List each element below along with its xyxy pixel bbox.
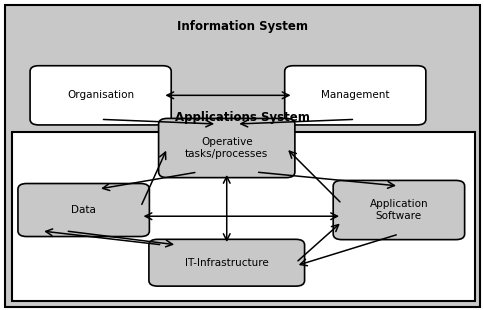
Text: IT-Infrastructure: IT-Infrastructure xyxy=(184,258,268,268)
FancyBboxPatch shape xyxy=(30,66,171,125)
Text: Applications System: Applications System xyxy=(175,111,309,124)
Text: Information System: Information System xyxy=(177,20,307,33)
FancyBboxPatch shape xyxy=(12,132,474,301)
FancyBboxPatch shape xyxy=(18,184,149,237)
FancyBboxPatch shape xyxy=(158,118,294,178)
Text: Operative
tasks/processes: Operative tasks/processes xyxy=(185,137,268,159)
FancyBboxPatch shape xyxy=(149,239,304,286)
FancyBboxPatch shape xyxy=(284,66,425,125)
Text: Organisation: Organisation xyxy=(67,90,134,100)
FancyBboxPatch shape xyxy=(333,180,464,240)
Text: Application
Software: Application Software xyxy=(369,199,427,221)
Text: Data: Data xyxy=(71,205,96,215)
Text: Management: Management xyxy=(320,90,389,100)
FancyBboxPatch shape xyxy=(5,5,479,307)
